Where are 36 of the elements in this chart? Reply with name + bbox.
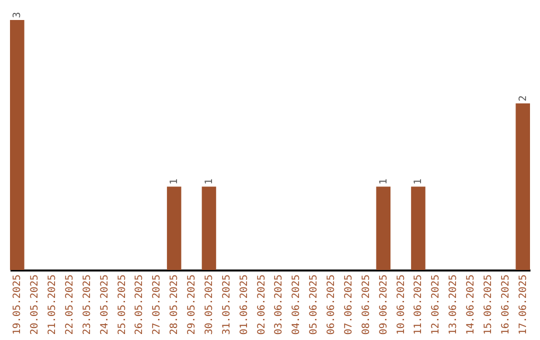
x-tick-label: 29.05.2025 <box>186 274 198 335</box>
x-tick-label: 13.06.2025 <box>448 274 460 335</box>
x-tick-label: 03.06.2025 <box>274 274 285 335</box>
x-tick-label: 19.05.2025 <box>12 274 24 335</box>
x-tick-label: 20.05.2025 <box>30 274 41 335</box>
data-label: 3 <box>12 12 24 18</box>
x-tick-label: 04.06.2025 <box>291 274 302 335</box>
x-tick-label: 22.05.2025 <box>64 274 76 335</box>
x-tick-label: 25.05.2025 <box>116 274 128 335</box>
x-tick-label: 14.06.2025 <box>466 274 477 335</box>
x-tick-label: 23.05.2025 <box>82 274 93 335</box>
x-tick-label: 16.06.2025 <box>500 274 512 335</box>
x-tick-label: 31.05.2025 <box>221 274 232 335</box>
x-tick-label: 12.06.2025 <box>430 274 442 335</box>
x-tick-label: 24.05.2025 <box>99 274 110 335</box>
x-tick-label: 07.06.2025 <box>343 274 354 335</box>
x-tick-label: 27.05.2025 <box>152 274 163 335</box>
x-tick-label: 08.06.2025 <box>360 274 372 335</box>
data-label: 1 <box>204 178 215 185</box>
data-label: 1 <box>378 178 390 185</box>
data-label: 1 <box>413 178 424 185</box>
data-label: 2 <box>518 95 529 102</box>
x-tick-label: 09.06.2025 <box>378 274 390 335</box>
x-tick-label: 10.06.2025 <box>396 274 407 335</box>
x-tick-label: 05.06.2025 <box>308 274 320 335</box>
x-tick-label: 26.05.2025 <box>134 274 146 335</box>
x-tick-label: 17.06.2025 <box>518 274 529 335</box>
x-tick-label: 02.06.2025 <box>256 274 268 335</box>
x-tick-label: 30.05.2025 <box>204 274 215 335</box>
x-tick-label: 28.05.2025 <box>169 274 180 335</box>
x-tick-label: 01.06.2025 <box>238 274 250 335</box>
x-tick-label: 06.06.2025 <box>326 274 338 335</box>
x-tick-label: 21.05.2025 <box>47 274 58 335</box>
data-label: 1 <box>169 178 180 185</box>
x-tick-label: 15.06.2025 <box>482 274 494 335</box>
x-tick-label: 11.06.2025 <box>413 274 424 335</box>
